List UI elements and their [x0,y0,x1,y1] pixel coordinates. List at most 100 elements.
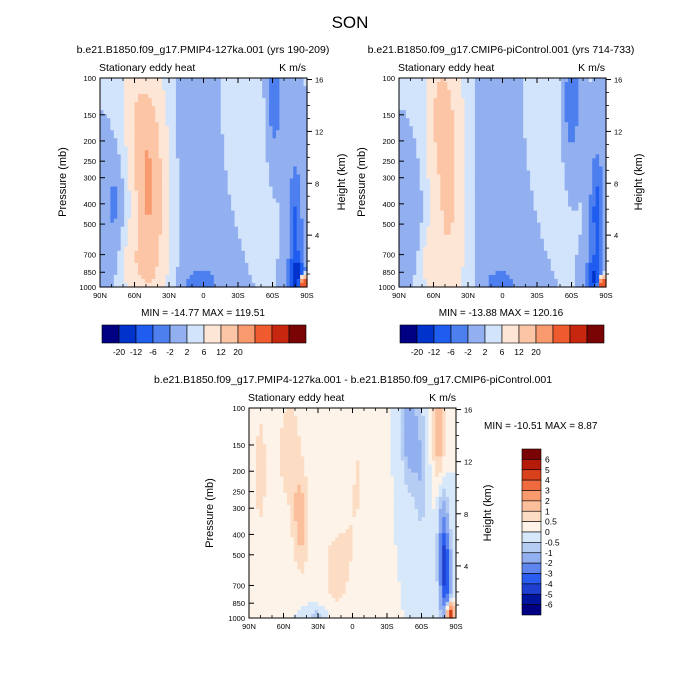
heat-cell [165,262,170,268]
heat-cell [293,198,298,204]
heat-cell [488,110,493,115]
heat-cell [213,226,218,232]
heat-cell [189,194,194,200]
heat-cell [144,190,149,196]
heat-cell [293,94,298,99]
heat-cell [137,214,142,220]
heat-cell [293,162,298,168]
heat-cell [461,114,466,119]
heat-cell [175,150,180,155]
heat-cell [131,282,136,288]
heat-cell [241,254,246,260]
heat-cell [409,174,414,180]
heat-cell [103,202,108,208]
heat-cell [588,182,593,188]
heat-cell [210,106,215,111]
heat-cell [213,178,218,184]
heat-cell [210,278,215,284]
heat-cell [443,186,448,192]
heat-cell [450,126,455,131]
heat-cell [447,94,452,99]
heat-cell [599,142,604,147]
heat-cell [595,86,600,91]
heat-cell [303,138,308,143]
heat-cell [279,174,284,180]
heat-cell [210,122,215,127]
heat-cell [599,154,604,159]
heat-cell [557,166,562,172]
heat-cell [423,154,428,159]
heat-cell [134,246,139,252]
heat-cell [519,158,524,163]
heat-cell [151,166,156,172]
heat-cell [554,102,559,107]
heat-cell [148,122,153,127]
heat-cell [103,106,108,111]
heat-cell [602,102,607,107]
heat-cell [210,178,215,184]
heat-cell [523,130,528,135]
heat-cell [165,82,170,87]
heat-cell [495,130,500,135]
heat-cell [103,206,108,212]
heat-cell [124,126,129,131]
heat-cell [137,174,142,180]
heat-cell [300,266,305,272]
heat-cell [279,98,284,103]
heat-cell [262,210,267,216]
heat-cell [189,270,194,276]
heat-cell [282,118,287,123]
heat-cell [471,190,476,196]
heat-cell [547,150,552,155]
heat-cell [227,190,232,196]
heat-cell [561,138,566,143]
heat-cell [169,158,174,163]
heat-cell [303,226,308,232]
heat-cell [255,126,260,131]
heat-cell [540,86,545,91]
heat-cell [134,230,139,236]
heat-cell [530,78,535,83]
heat-cell [512,90,517,95]
heat-cell [303,102,308,107]
heat-cell [220,158,225,163]
heat-cell [217,238,222,244]
heat-cell [303,90,308,95]
heat-cell [117,190,122,196]
heat-cell [595,134,600,139]
heat-cell [523,150,528,155]
heat-cell [399,110,404,115]
heat-cell [234,214,239,220]
heat-cell [564,106,569,111]
heat-cell [457,126,462,131]
heat-cell [220,118,225,123]
heat-cell [519,114,524,119]
heat-cell [151,110,156,115]
heat-cell [158,126,163,131]
heat-cell [141,250,146,256]
heat-cell [241,166,246,172]
heat-cell [131,102,136,107]
heat-cell [426,78,431,83]
heat-cell [165,282,170,288]
heat-cell [234,170,239,176]
heat-cell [117,154,122,159]
heat-cell [117,158,122,163]
heat-cell [433,146,438,151]
heat-cell [162,130,167,135]
heat-cell [127,202,132,208]
heat-cell [502,98,507,103]
heat-cell [436,90,441,95]
heat-cell [537,102,542,107]
heat-cell [471,178,476,184]
heat-cell [244,226,249,232]
heat-cell [585,186,590,192]
heat-cell [220,242,225,248]
heat-cell [474,158,479,163]
heat-cell [182,158,187,163]
heat-cell [533,190,538,196]
heat-cell [110,122,115,127]
heat-cell [289,202,294,208]
heat-cell [189,162,194,168]
heat-cell [485,82,490,87]
